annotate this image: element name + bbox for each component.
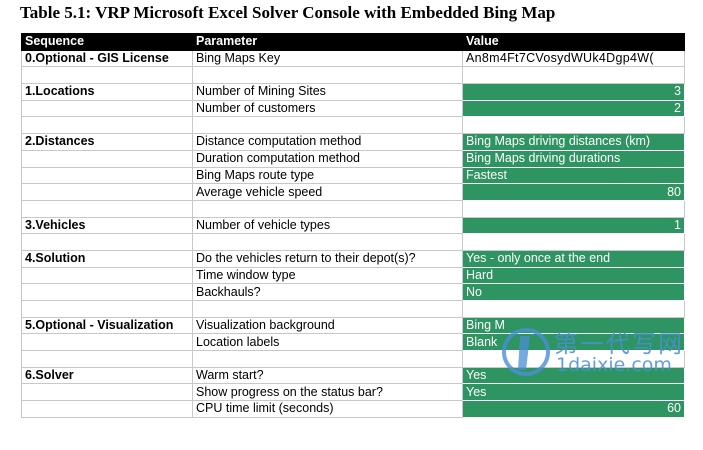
parameter-cell: Distance computation method [192,133,463,151]
table-header-row: Sequence Parameter Value [21,33,685,51]
table-row: 0.Optional - GIS License Bing Maps Key An8… [21,49,685,68]
table-row: Bing Maps route type Fastest [21,166,685,185]
empty-cell [21,199,193,218]
table-row: Average vehicle speed 80 [21,183,685,201]
blank-row [21,66,685,85]
header-sequence: Sequence [21,33,193,51]
table-row: CPU time limit (seconds) 60 [21,400,685,418]
value-cell[interactable]: 1 [462,216,685,235]
value-cell[interactable]: Yes [462,366,685,385]
parameter-cell: Average vehicle speed [192,183,463,201]
sequence-cell [21,99,193,118]
sequence-cell [21,166,193,185]
sequence-cell: 2.Distances [21,133,193,151]
sequence-cell [21,333,193,352]
value-cell[interactable]: 60 [462,400,685,418]
parameter-cell: Duration computation method [192,149,463,168]
parameter-cell: Number of vehicle types [192,216,463,235]
table-row: Number of customers 2 [21,99,685,118]
value-cell[interactable]: 80 [462,183,685,201]
empty-cell [192,66,463,85]
parameter-cell: CPU time limit (seconds) [192,400,463,418]
value-cell[interactable]: Blank [462,333,685,352]
blank-row [21,199,685,218]
value-cell[interactable]: 3 [462,83,685,101]
sequence-cell: 5.Optional - Visualization [21,316,193,335]
value-cell[interactable]: Bing Maps driving distances (km) [462,133,685,151]
parameter-cell: Number of Mining Sites [192,83,463,101]
value-cell[interactable]: Fastest [462,166,685,185]
value-cell[interactable]: Bing M [462,316,685,335]
empty-cell [462,233,685,251]
table-row: 5.Optional - Visualization Visualization … [21,316,685,335]
empty-cell [192,116,463,135]
value-cell[interactable]: Yes - only once at the end [462,249,685,268]
empty-cell [192,350,463,368]
sequence-cell [21,400,193,418]
value-cell[interactable]: 2 [462,99,685,118]
solver-console-table: Sequence Parameter Value 0.Optional - GI… [21,33,685,418]
parameter-cell: Bing Maps route type [192,166,463,185]
empty-cell [462,300,685,318]
empty-cell [462,116,685,135]
table-row: 3.Vehicles Number of vehicle types 1 [21,216,685,235]
empty-cell [21,350,193,368]
empty-cell [21,116,193,135]
table-body: 0.Optional - GIS License Bing Maps Key An8… [21,49,685,418]
empty-cell [192,233,463,251]
parameter-cell: Number of customers [192,99,463,118]
table-row: Duration computation method Bing Maps dri… [21,149,685,168]
parameter-cell: Do the vehicles return to their depot(s)… [192,249,463,268]
empty-cell [462,350,685,368]
empty-cell [21,66,193,85]
table-row: Location labels Blank [21,333,685,352]
table-row: 2.Distances Distance computation method Bi… [21,133,685,151]
value-cell[interactable]: No [462,283,685,301]
table-title: Table 5.1: VRP Microsoft Excel Solver Co… [20,3,556,22]
sequence-cell [21,149,193,168]
parameter-cell: Time window type [192,266,463,285]
value-cell[interactable]: Hard [462,266,685,285]
table-row: Time window type Hard [21,266,685,285]
header-value: Value [462,33,685,51]
parameter-cell: Bing Maps Key [192,49,463,68]
sequence-cell: 1.Locations [21,83,193,101]
empty-cell [192,199,463,218]
sequence-cell [21,183,193,201]
table-row: Show progress on the status bar? Yes [21,383,685,402]
empty-cell [192,300,463,318]
parameter-cell: Show progress on the status bar? [192,383,463,402]
parameter-cell: Visualization background [192,316,463,335]
table-row: 6.Solver Warm start? Yes [21,366,685,385]
value-cell[interactable]: Bing Maps driving durations [462,149,685,168]
table-row: Backhauls? No [21,283,685,301]
blank-row [21,300,685,318]
empty-cell [21,300,193,318]
empty-cell [462,199,685,218]
table-row: 1.Locations Number of Mining Sites 3 [21,83,685,101]
parameter-cell: Backhauls? [192,283,463,301]
blank-row [21,233,685,251]
value-cell[interactable]: An8m4Ft7CVosydWUk4Dgp4W( [462,49,685,68]
header-parameter: Parameter [192,33,463,51]
empty-cell [21,233,193,251]
sequence-cell [21,383,193,402]
blank-row [21,116,685,135]
parameter-cell: Location labels [192,333,463,352]
table-row: 4.Solution Do the vehicles return to thei… [21,249,685,268]
sequence-cell: 6.Solver [21,366,193,385]
sequence-cell [21,283,193,301]
empty-cell [462,66,685,85]
sequence-cell: 3.Vehicles [21,216,193,235]
value-cell[interactable]: Yes [462,383,685,402]
sequence-cell: 0.Optional - GIS License [21,49,193,68]
parameter-cell: Warm start? [192,366,463,385]
sequence-cell [21,266,193,285]
blank-row [21,350,685,368]
sequence-cell: 4.Solution [21,249,193,268]
